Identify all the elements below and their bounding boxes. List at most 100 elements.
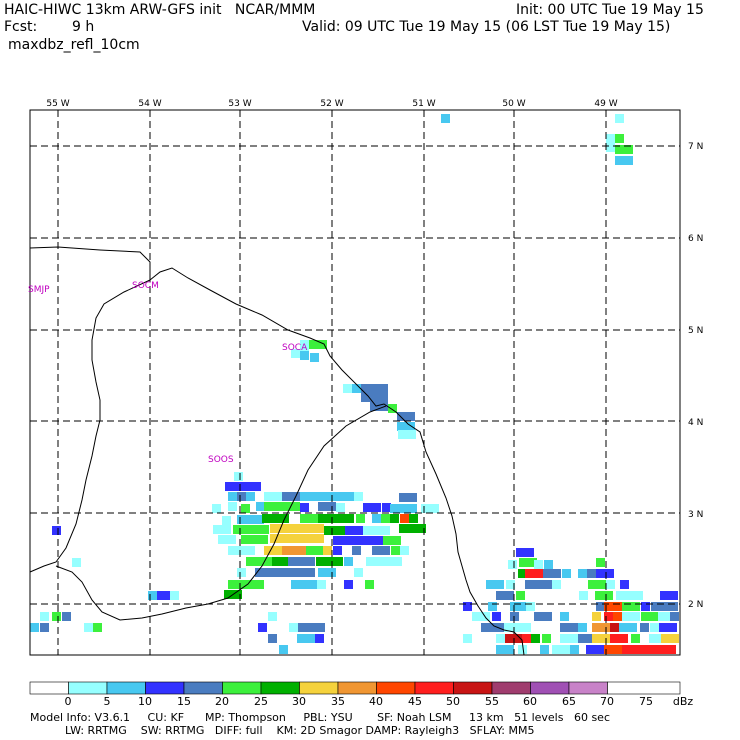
reflectivity-cell [641, 602, 650, 611]
reflectivity-cell [383, 536, 401, 545]
reflectivity-cell [370, 402, 388, 411]
reflectivity-cell [315, 634, 324, 643]
reflectivity-cell [282, 492, 300, 501]
reflectivity-cell [262, 514, 289, 523]
reflectivity-cell [317, 580, 326, 589]
colorbar-tick: 45 [408, 695, 422, 708]
reflectivity-cell [578, 569, 587, 578]
reflectivity-cell [570, 645, 579, 654]
reflectivity-cell [361, 384, 388, 393]
colorbar-tick: 65 [562, 695, 576, 708]
border-line-2 [55, 405, 387, 621]
reflectivity-cell [542, 634, 551, 643]
reflectivity-cell [40, 612, 49, 621]
lon-label: 55 W [46, 99, 69, 109]
lat-label: 6 N [688, 234, 703, 244]
reflectivity-cell [72, 558, 81, 567]
header-fcst-value: 9 h [72, 19, 95, 35]
reflectivity-cell [399, 524, 426, 533]
reflectivity-cell [606, 134, 615, 152]
reflectivity-cell [268, 612, 277, 621]
reflectivity-cell [552, 645, 570, 654]
reflectivity-cell [641, 612, 659, 621]
reflectivity-cell [344, 580, 353, 589]
reflectivity-cell [354, 492, 363, 501]
reflectivity-cell [486, 580, 504, 589]
reflectivity-cell [534, 560, 543, 569]
model-info-line1: Model Info: V3.6.1 CU: KF MP: Thompson P… [30, 711, 610, 724]
colorbar-tick: 25 [254, 695, 268, 708]
lat-label: 4 N [688, 418, 703, 428]
reflectivity-cell [361, 393, 388, 402]
colorbar-swatch [29, 681, 69, 695]
reflectivity-cell [622, 612, 640, 621]
colorbar-swatch [106, 681, 146, 695]
reflectivity-cell [421, 504, 439, 513]
reflectivity-cell [365, 580, 374, 589]
reflectivity-cell [390, 504, 417, 513]
reflectivity-cell [300, 351, 309, 360]
reflectivity-cell [610, 623, 619, 632]
reflectivity-cell [270, 534, 324, 543]
reflectivity-cell [256, 502, 265, 511]
reflectivity-cell [670, 612, 679, 621]
reflectivity-cell [615, 145, 633, 154]
reflectivity-cell [519, 558, 537, 567]
reflectivity-cell [333, 536, 387, 545]
lon-label: 52 W [320, 99, 343, 109]
lon-labels: 55 W 54 W 53 W 52 W 51 W 50 W 49 W [46, 99, 617, 109]
reflectivity-cell [592, 634, 610, 643]
station-label: SOCM [132, 281, 159, 291]
reflectivity-cell [619, 623, 637, 632]
reflectivity-cell [336, 503, 345, 512]
lat-label: 5 N [688, 326, 703, 336]
reflectivity-cell [613, 612, 622, 621]
reflectivity-cell [52, 612, 61, 621]
reflectivity-cell [615, 134, 624, 143]
colorbar-swatch [530, 681, 570, 695]
reflectivity-cell [344, 557, 353, 566]
reflectivity-cell [282, 546, 309, 555]
reflectivity-cell [366, 557, 402, 566]
header-title: HAIC-HIWC 13km ARW-GFS init NCAR/MMM [4, 2, 316, 18]
colorbar-tick: 30 [292, 695, 306, 708]
reflectivity-cell [318, 568, 336, 577]
lon-label: 53 W [228, 99, 251, 109]
reflectivity-cell [604, 602, 622, 611]
reflectivity-cell [596, 558, 605, 567]
reflectivity-cell [661, 634, 679, 643]
colorbar-tick: 0 [64, 695, 72, 708]
reflectivity-cell [237, 568, 246, 577]
reflectivity-cell [560, 634, 578, 643]
colorbar-swatch [68, 681, 108, 695]
reflectivity-cell [93, 623, 102, 632]
reflectivity-cell [228, 492, 237, 501]
header-init: Init: 00 UTC Tue 19 May 15 [516, 2, 704, 18]
reflectivity-cell [264, 502, 300, 511]
reflectivity-cell [649, 634, 667, 643]
reflectivity-cell [578, 634, 596, 643]
lat-lon-grid [30, 110, 680, 655]
reflectivity-cell [234, 472, 243, 481]
colorbar-swatch [453, 681, 493, 695]
lat-labels: 7 N 6 N 5 N 4 N 3 N 2 N [688, 142, 703, 610]
header-fcst-label: Fcst: [4, 19, 38, 35]
reflectivity-cell [372, 514, 381, 523]
reflectivity-cell [291, 580, 318, 589]
reflectivity-cell [610, 634, 628, 643]
reflectivity-cell [560, 612, 569, 621]
reflectivity-cell [516, 548, 534, 557]
reflectivity-cell [372, 546, 390, 555]
reflectivity-cell [279, 645, 288, 654]
reflectivity-cell [658, 612, 676, 621]
reflectivity-cell [441, 114, 450, 123]
colorbar-swatch [222, 681, 262, 695]
reflectivity-cell [596, 602, 605, 611]
field-name: maxdbz_refl_10cm [8, 37, 140, 53]
reflectivity-cell [228, 502, 237, 511]
reflectivity-cell [258, 623, 267, 632]
reflectivity-cell [579, 591, 588, 600]
colorbar-swatch [299, 681, 339, 695]
lon-label: 49 W [594, 99, 617, 109]
reflectivity-cell [264, 546, 282, 555]
